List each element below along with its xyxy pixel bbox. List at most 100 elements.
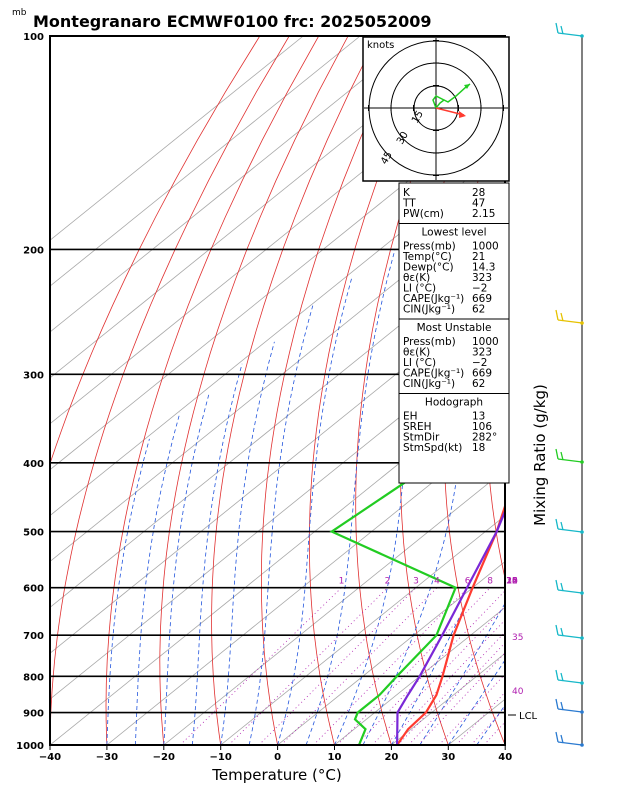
index-value: 323 [472,347,492,359]
dry-adiabat [50,36,290,745]
index-value: 18 [472,442,485,454]
index-label: Press(mb) [403,336,456,348]
wind-barb-flag [560,25,564,35]
index-value: 1000 [472,241,499,253]
wind-barb-flag [560,582,564,592]
x-tick-label: 20 [384,752,398,763]
isotherm-line [50,194,505,562]
mixing-ratio-label: 8 [487,577,493,587]
wind-barb [557,589,583,594]
index-value: −2 [472,283,487,295]
pressure-tick-label: 800 [23,672,44,683]
index-label: K [403,187,411,199]
isotherm-line [334,606,505,745]
dry-adiabat [604,36,618,745]
moist-adiabat [248,305,314,745]
wind-barb-dot [580,34,584,38]
wind-barb-dot [580,591,584,595]
mixing-ratio-line [179,587,342,745]
index-label: CIN(Jkg⁻¹) [403,378,455,390]
x-tick-label: −40 [39,752,61,763]
wind-barb-flag [555,518,559,530]
pressure-tick-label: 500 [23,528,44,539]
index-value: 669 [472,293,492,305]
mixing-ratio-label: 18 [506,577,518,587]
chart-title: Montegranaro ECMWF0100 frc: 2025052009 [33,12,432,31]
x-tick-label: 40 [498,752,512,763]
dry-adiabat [50,36,261,465]
dry-adiabat [211,36,378,745]
mixing-ratio-line [280,587,438,745]
mixing-ratio-label: 12 [506,577,517,587]
index-label: StmSpd(kt) [403,442,462,454]
x-tick-label: −10 [210,752,232,763]
isotherm-line [50,285,505,654]
wind-barb-flag [560,627,564,637]
index-value: 282° [472,432,497,444]
x-tick-label: −20 [153,752,175,763]
index-label: θε(K) [403,347,430,359]
index-value: −2 [472,357,487,369]
index-label: Dewp(°C) [403,262,454,274]
index-value: 62 [472,304,485,316]
dry-adiabat [159,36,349,745]
index-value: 21 [472,251,485,263]
wind-barb-dot [580,460,584,464]
hodograph-trace-low [432,95,445,109]
mixing-ratio-label: 1 [339,577,345,587]
wind-barb-flag [560,521,564,531]
hodograph-arrow-green [464,84,470,89]
index-label: CAPE(Jkg⁻¹) [403,293,464,305]
hodograph: knots 15 30 45 [362,36,510,182]
x-ticks: −40 −30 −20 −10 0 10 20 30 40 [39,745,512,763]
index-value: 28 [472,187,485,199]
hodograph-rings [364,38,508,180]
isotherm-line [50,36,475,379]
dry-adiabat [260,36,408,745]
profile-temperature [396,502,505,745]
index-label: LI (°C) [403,357,436,369]
dry-adiabat [105,36,320,745]
moist-adiabat [220,341,275,745]
mixing-ratio-line [408,642,505,745]
wind-barb [557,32,583,37]
isotherm-line [50,36,304,241]
wind-barbs [555,22,584,747]
indices-frame [398,182,510,484]
background-lines [50,36,618,745]
mb-unit: mb [12,8,27,18]
wind-barb [557,528,583,533]
index-value: 2.15 [472,208,495,220]
pressure-tick-label: 600 [23,584,44,595]
index-label: θε(K) [403,272,430,284]
profile-dewpoint [329,363,505,745]
dry-adiabat [355,36,467,745]
pressure-tick-label: 400 [23,459,44,470]
profile-parcel [396,508,505,745]
isotherm-line [220,515,505,745]
moist-adiabat [163,394,210,745]
wind-barb-flag [560,451,564,461]
isotherm-line [50,331,505,700]
index-label: Temp(°C) [402,251,452,263]
index-value: 13 [472,411,485,423]
mixing-ratio-label: 14 [506,577,518,587]
mixing-ratio-line [385,619,505,745]
index-label: StmDir [403,432,440,444]
x-tick-label: 0 [274,752,281,763]
wind-barb-flag [560,312,564,322]
hodograph-units: knots [367,40,394,51]
wind-barb-dot [580,710,584,714]
wind-barb [557,741,583,746]
moist-adiabat [419,602,505,745]
wind-barb [557,458,583,463]
index-value: 14.3 [472,262,495,274]
x-axis-label: Temperature (°C) [211,766,341,784]
mixing-ratio-line [313,587,468,745]
mixing-ratio-label: 35 [512,633,523,643]
index-label: CIN(Jkg⁻¹) [403,304,455,316]
wind-barb-flag [555,309,559,321]
wind-barb-flag [555,731,559,743]
index-label: Press(mb) [403,241,456,253]
storm-motion-arrow [459,111,466,118]
